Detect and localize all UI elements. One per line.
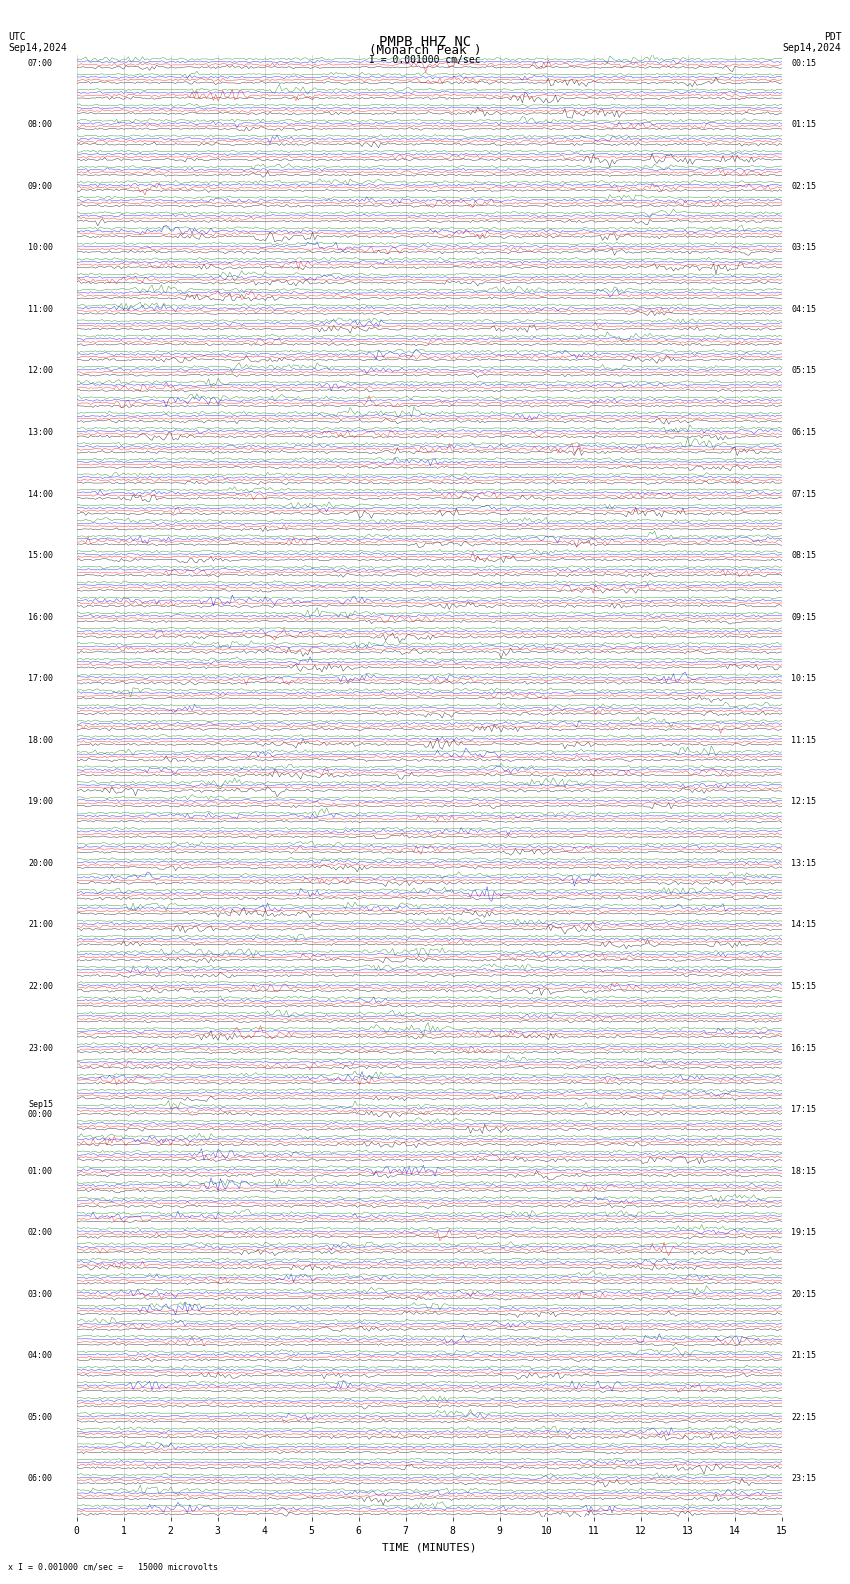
Text: 06:15: 06:15	[791, 428, 816, 437]
Text: 18:15: 18:15	[791, 1167, 816, 1175]
Text: 19:15: 19:15	[791, 1228, 816, 1237]
Text: 22:15: 22:15	[791, 1413, 816, 1422]
Text: 03:00: 03:00	[28, 1289, 53, 1299]
Text: 16:15: 16:15	[791, 1044, 816, 1053]
Text: 09:00: 09:00	[28, 182, 53, 190]
Text: 09:15: 09:15	[791, 613, 816, 621]
Text: 15:00: 15:00	[28, 551, 53, 561]
Text: PDT
Sep14,2024: PDT Sep14,2024	[783, 32, 842, 54]
Text: I = 0.001000 cm/sec: I = 0.001000 cm/sec	[369, 55, 481, 65]
Text: 20:15: 20:15	[791, 1289, 816, 1299]
Text: 08:15: 08:15	[791, 551, 816, 561]
Text: 06:00: 06:00	[28, 1475, 53, 1484]
Text: 18:00: 18:00	[28, 737, 53, 744]
Text: 01:00: 01:00	[28, 1167, 53, 1175]
Text: 23:15: 23:15	[791, 1475, 816, 1484]
Text: 01:15: 01:15	[791, 120, 816, 130]
Text: 20:00: 20:00	[28, 859, 53, 868]
Text: 11:15: 11:15	[791, 737, 816, 744]
Text: 08:00: 08:00	[28, 120, 53, 130]
Text: 02:15: 02:15	[791, 182, 816, 190]
Text: 05:00: 05:00	[28, 1413, 53, 1422]
Text: 11:00: 11:00	[28, 304, 53, 314]
Text: 05:15: 05:15	[791, 366, 816, 375]
Text: 10:00: 10:00	[28, 244, 53, 252]
Text: 07:00: 07:00	[28, 59, 53, 68]
Text: Sep15
00:00: Sep15 00:00	[28, 1099, 53, 1120]
Text: 23:00: 23:00	[28, 1044, 53, 1053]
Text: 22:00: 22:00	[28, 982, 53, 992]
Text: 12:00: 12:00	[28, 366, 53, 375]
Text: 16:00: 16:00	[28, 613, 53, 621]
Text: 10:15: 10:15	[791, 675, 816, 683]
Text: 14:00: 14:00	[28, 489, 53, 499]
Text: 15:15: 15:15	[791, 982, 816, 992]
Text: 04:00: 04:00	[28, 1351, 53, 1361]
Text: UTC
Sep14,2024: UTC Sep14,2024	[8, 32, 67, 54]
Text: 17:00: 17:00	[28, 675, 53, 683]
Text: 07:15: 07:15	[791, 489, 816, 499]
Text: x I = 0.001000 cm/sec =   15000 microvolts: x I = 0.001000 cm/sec = 15000 microvolts	[8, 1562, 218, 1571]
Text: 00:15: 00:15	[791, 59, 816, 68]
Text: 12:15: 12:15	[791, 797, 816, 806]
Text: 17:15: 17:15	[791, 1106, 816, 1114]
X-axis label: TIME (MINUTES): TIME (MINUTES)	[382, 1543, 477, 1552]
Text: 03:15: 03:15	[791, 244, 816, 252]
Text: 13:00: 13:00	[28, 428, 53, 437]
Text: 19:00: 19:00	[28, 797, 53, 806]
Text: (Monarch Peak ): (Monarch Peak )	[369, 44, 481, 57]
Text: PMPB HHZ NC: PMPB HHZ NC	[379, 35, 471, 49]
Text: 21:15: 21:15	[791, 1351, 816, 1361]
Text: 04:15: 04:15	[791, 304, 816, 314]
Text: 13:15: 13:15	[791, 859, 816, 868]
Text: 02:00: 02:00	[28, 1228, 53, 1237]
Text: 14:15: 14:15	[791, 920, 816, 930]
Text: 21:00: 21:00	[28, 920, 53, 930]
